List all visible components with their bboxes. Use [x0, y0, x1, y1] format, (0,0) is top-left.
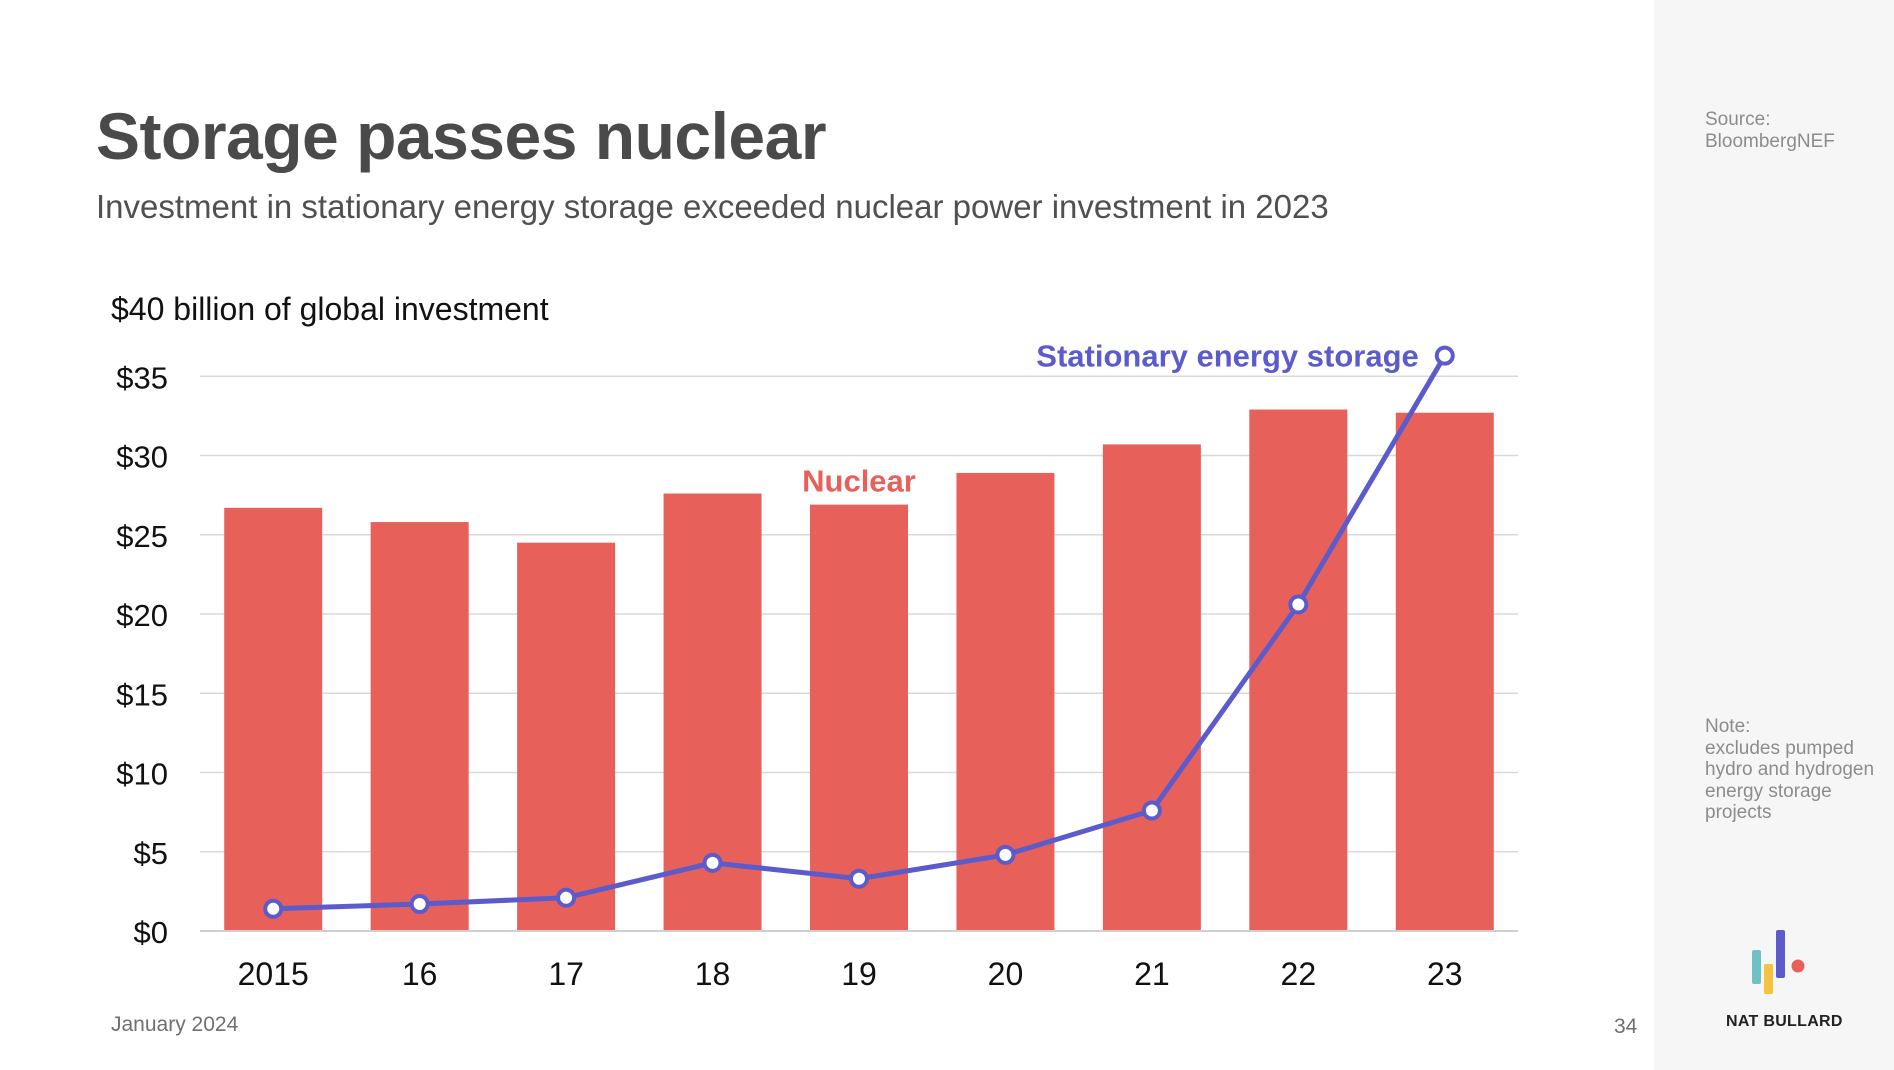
x-tick-label: 21	[1134, 956, 1170, 992]
nuclear-bar	[810, 504, 908, 931]
storage-point	[849, 868, 869, 889]
y-tick-label: $25	[116, 519, 168, 554]
footnote: Note: excludes pumped hydro and hydrogen…	[1705, 716, 1875, 824]
nuclear-bars	[224, 409, 1494, 931]
slide-subtitle: Investment in stationary energy storage …	[96, 188, 1329, 225]
storage-point	[1434, 345, 1455, 366]
storage-point	[556, 887, 577, 908]
sidebar	[1654, 0, 1894, 1070]
logo-bar-teal	[1752, 950, 1761, 984]
nuclear-series-label: Nuclear	[802, 464, 916, 499]
source-value: BloombergNEF	[1705, 130, 1835, 152]
storage-point	[995, 844, 1016, 865]
x-tick-label: 16	[402, 956, 438, 992]
footer-date: January 2024	[111, 1013, 239, 1036]
x-tick-label: 17	[548, 956, 584, 992]
storage-series-points	[263, 345, 1455, 919]
y-tick-label: $0	[134, 915, 168, 950]
source-label: Source:	[1705, 109, 1771, 130]
nuclear-bar	[1395, 412, 1494, 931]
storage-series-label: Stationary energy storage	[1036, 339, 1418, 374]
y-tick-label: $35	[116, 360, 168, 395]
x-tick-label: 19	[841, 956, 877, 992]
logo-bar-blue	[1776, 930, 1785, 978]
nuclear-bar	[1102, 444, 1201, 931]
y-tick-label: $15	[116, 677, 168, 712]
slide-title: Storage passes nuclear	[96, 99, 827, 173]
storage-point	[1141, 800, 1162, 821]
y-tick-label: $10	[116, 757, 168, 792]
x-tick-label: 2015	[238, 956, 309, 992]
storage-point	[702, 852, 723, 873]
logo-dot-red	[1791, 959, 1805, 973]
x-tick-label: 20	[988, 956, 1024, 992]
brand-name: NAT BULLARD	[1726, 1013, 1843, 1030]
nuclear-bar	[517, 542, 616, 931]
slide-main-area: Storage passes nuclear Investment in sta…	[96, 99, 1638, 1038]
y-tick-label: $5	[134, 836, 168, 871]
nuclear-bar	[370, 522, 469, 931]
source-note: Source: BloombergNEF	[1705, 109, 1875, 152]
note-label: Note:	[1705, 716, 1751, 737]
nuclear-bar	[1249, 409, 1348, 931]
page-number: 34	[1614, 1015, 1638, 1038]
brand-logo-icon	[1752, 930, 1805, 994]
investment-chart: $40 billion of global investment $0 $5 $10…	[111, 291, 1518, 992]
logo-bar-yellow	[1764, 964, 1773, 994]
y-tick-label: $20	[116, 598, 168, 633]
x-tick-label: 23	[1427, 956, 1463, 992]
x-tick-label: 22	[1281, 956, 1317, 992]
y-axis-ticks: $0 $5 $10 $15 $20 $25 $30 $35	[116, 360, 168, 950]
nuclear-bar	[224, 507, 323, 931]
y-axis-label: $40 billion of global investment	[111, 291, 549, 327]
storage-point	[263, 898, 284, 919]
y-tick-label: $30	[116, 440, 168, 475]
storage-point	[409, 894, 430, 915]
x-tick-label: 18	[695, 956, 731, 992]
note-text: excludes pumped hydro and hydrogen energ…	[1705, 737, 1875, 824]
x-axis-ticks: 2015 16 17 18 19 20 21 22 23	[238, 956, 1463, 992]
storage-point	[1288, 594, 1309, 615]
